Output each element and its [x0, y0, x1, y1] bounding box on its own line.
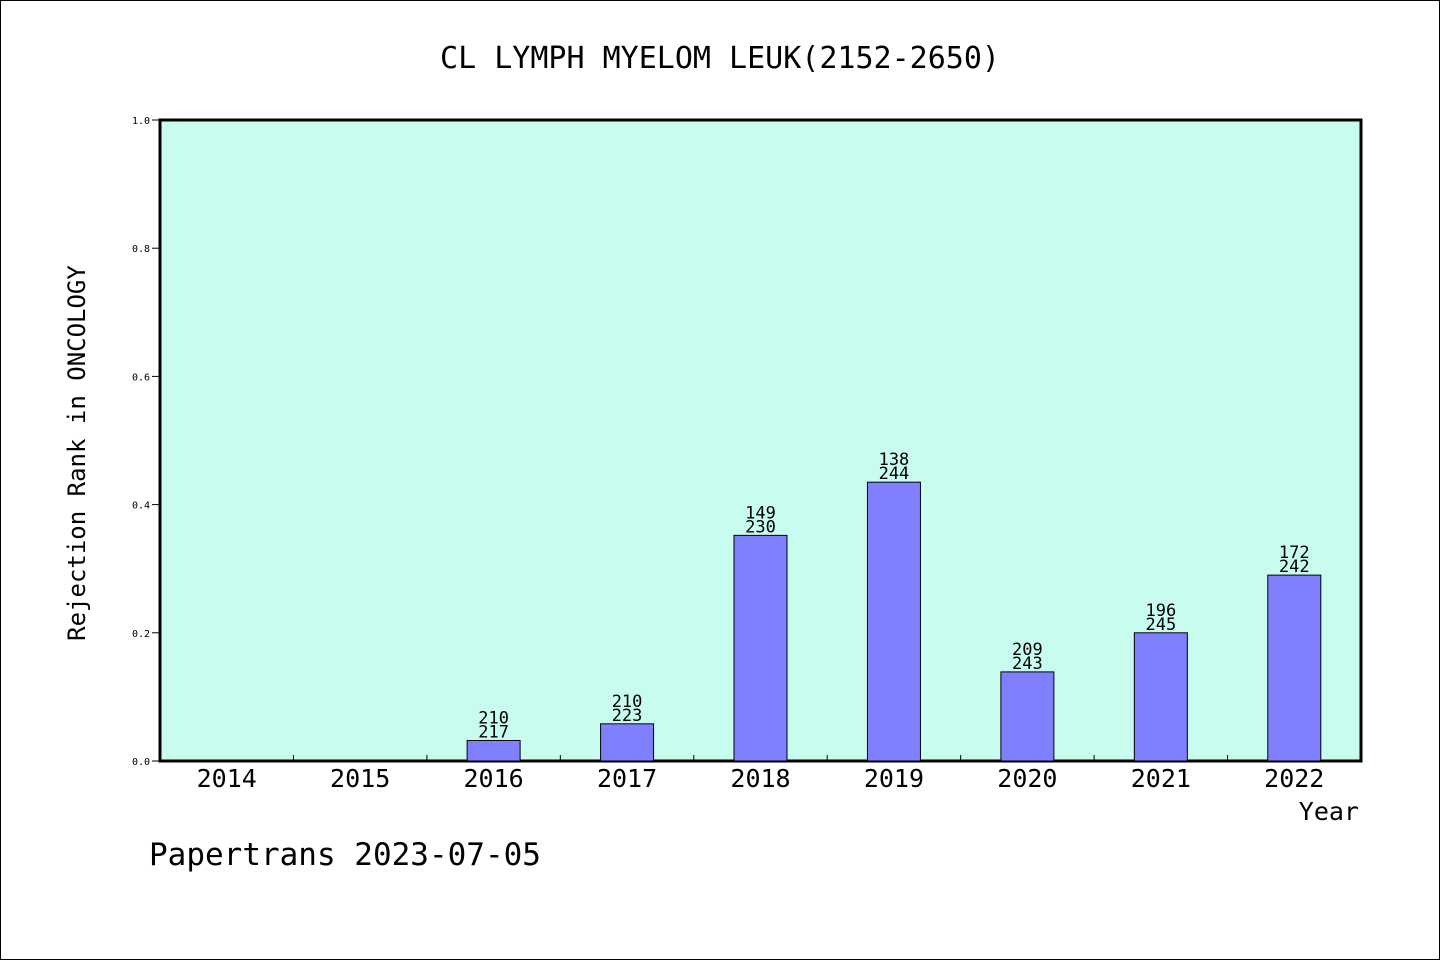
bar-labels-group: 2102172102231492301382442092431962451722… — [478, 450, 1309, 742]
y-tick-label: 0.2 — [132, 629, 150, 640]
bar-data-label: 209 — [1012, 640, 1043, 660]
bar-data-label: 230 — [745, 517, 776, 537]
x-tick-label: 2019 — [864, 764, 924, 793]
bar-data-label: 196 — [1145, 601, 1176, 621]
x-tick-label: 2015 — [330, 764, 390, 793]
x-tick-label: 2014 — [197, 764, 257, 793]
bar-2017 — [600, 723, 655, 762]
bar-data-label: 242 — [1279, 557, 1310, 577]
y-tick-label: 0.0 — [132, 757, 150, 768]
x-tick-label: 2016 — [464, 764, 524, 793]
y-tick-label: 1.0 — [132, 116, 150, 127]
bar-data-label: 217 — [478, 722, 509, 742]
bar-2018 — [733, 534, 788, 762]
bar-data-label: 243 — [1012, 654, 1043, 674]
bar-data-label: 245 — [1145, 615, 1176, 635]
x-axis-label: Year — [1299, 797, 1359, 826]
bar-2016 — [466, 739, 521, 762]
bar-2020 — [1000, 671, 1055, 762]
bar-2019 — [866, 481, 921, 762]
chart-title: CL LYMPH MYELOM LEUK(2152-2650) — [440, 41, 1000, 76]
bar-data-label: 210 — [612, 692, 643, 712]
bar-data-label: 138 — [879, 450, 910, 470]
bar-2022 — [1267, 574, 1322, 762]
x-tick-label: 2021 — [1131, 764, 1191, 793]
bar-data-label: 149 — [745, 503, 776, 523]
bar-2021 — [1133, 632, 1188, 762]
y-tick-label: 0.4 — [132, 501, 150, 512]
bar-data-label: 223 — [612, 706, 643, 726]
bars-group — [466, 481, 1322, 762]
bar-data-label: 244 — [879, 464, 910, 484]
x-tick-label: 2022 — [1264, 764, 1324, 793]
y-axis: 0.0 0.2 0.4 0.6 0.8 1.0 — [132, 116, 160, 768]
x-tick-label: 2020 — [997, 764, 1057, 793]
footer-text: Papertrans 2023-07-05 — [149, 837, 541, 873]
bar-data-label: 210 — [478, 708, 509, 728]
x-axis: 2014 2015 2016 2017 2018 2019 2020 2021 2022 — [197, 755, 1324, 793]
y-axis-label: Rejection Rank in ONCOLOGY — [63, 265, 91, 641]
x-tick-label: 2018 — [730, 764, 790, 793]
bar-data-label: 172 — [1279, 543, 1310, 563]
y-tick-label: 0.6 — [132, 372, 150, 383]
x-tick-label: 2017 — [597, 764, 657, 793]
y-tick-label: 0.8 — [132, 244, 150, 255]
